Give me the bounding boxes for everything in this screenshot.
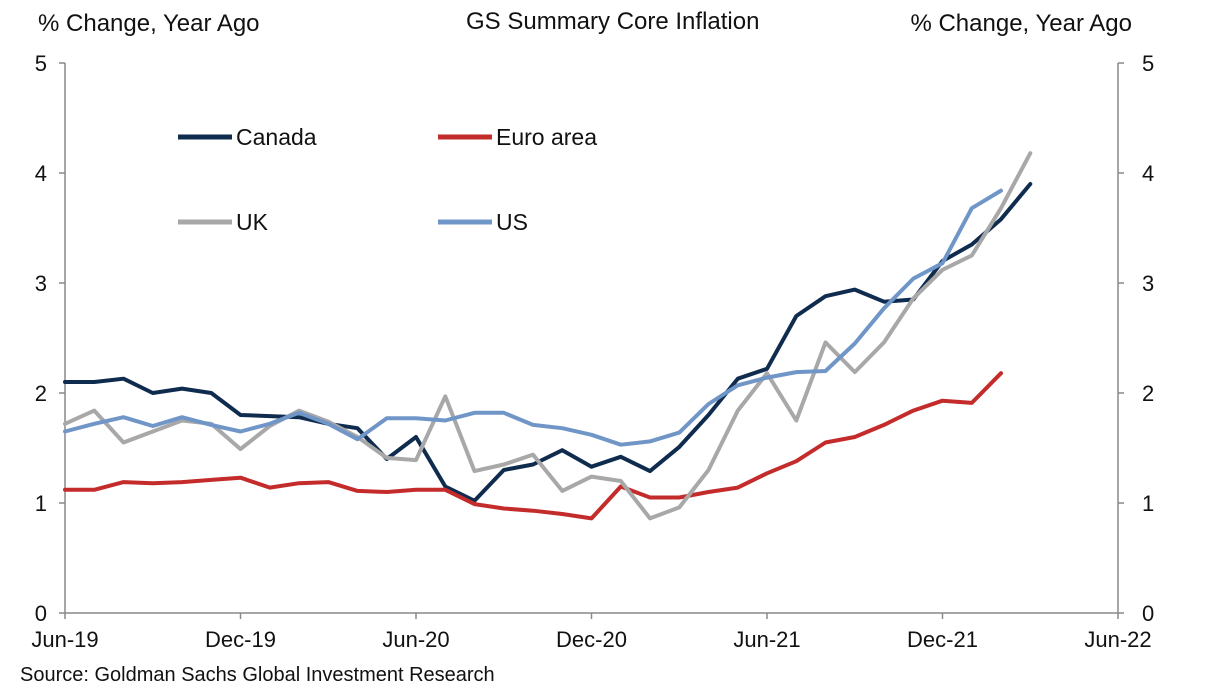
x-tick-label: Dec-20 (556, 627, 627, 652)
x-tick-label: Jun-20 (382, 627, 449, 652)
legend-label-us: US (496, 209, 528, 235)
x-tick-label: Dec-19 (205, 627, 276, 652)
legend-label-euro-area: Euro area (496, 124, 597, 150)
series-line-euro-area (63, 371, 1003, 521)
y-tick-label-right: 4 (1142, 161, 1154, 186)
y-axis-label-right: % Change, Year Ago (910, 10, 1132, 37)
x-tick-label: Dec-21 (907, 627, 978, 652)
line-chart: 0 0 1 1 2 2 3 3 4 4 5 5 Jun-19 Dec-19 Jun-20 Dec-20 Jun-… (31, 51, 1154, 652)
y-tick-label-left: 4 (35, 161, 47, 186)
legend-label-canada: Canada (236, 124, 317, 150)
source-note: Source: Goldman Sachs Global Investment … (20, 664, 495, 686)
x-tick-label: Jun-21 (733, 627, 800, 652)
series-line-us (63, 188, 1003, 447)
y-tick-label-left: 1 (35, 491, 47, 516)
y-tick-label-right: 1 (1142, 491, 1154, 516)
x-tick-label: Jun-19 (31, 627, 98, 652)
y-tick-label-right: 3 (1142, 271, 1154, 296)
legend-label-uk: UK (236, 209, 269, 235)
y-tick-label-left: 0 (35, 601, 47, 626)
y-axis-label-left: % Change, Year Ago (38, 10, 260, 37)
series-line-canada (63, 182, 1033, 503)
chart-title: GS Summary Core Inflation (466, 8, 760, 35)
y-tick-label-right: 0 (1142, 601, 1154, 626)
y-tick-label-left: 3 (35, 271, 47, 296)
y-tick-label-right: 2 (1142, 381, 1154, 406)
y-tick-label-left: 2 (35, 381, 47, 406)
x-tick-label: Jun-22 (1084, 627, 1151, 652)
y-tick-label-left: 5 (35, 51, 47, 76)
series-line-uk (63, 151, 1033, 521)
y-tick-label-right: 5 (1142, 51, 1154, 76)
